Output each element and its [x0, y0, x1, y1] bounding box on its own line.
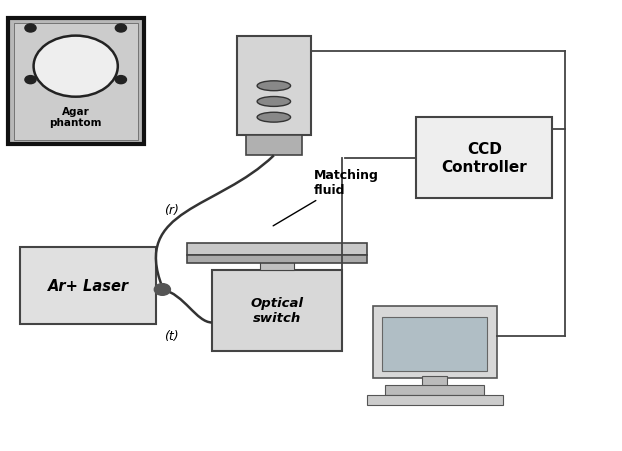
- Text: Agar
phantom: Agar phantom: [49, 106, 102, 128]
- Polygon shape: [187, 256, 367, 263]
- Circle shape: [154, 284, 170, 296]
- Bar: [20, 248, 156, 324]
- Ellipse shape: [257, 113, 290, 123]
- Circle shape: [25, 76, 36, 84]
- Bar: [14, 24, 137, 140]
- Bar: [385, 385, 485, 395]
- Bar: [416, 118, 552, 198]
- Bar: [422, 376, 447, 386]
- Text: CCD
Controller: CCD Controller: [442, 142, 527, 175]
- Text: Optical
switch: Optical switch: [251, 297, 304, 325]
- Circle shape: [25, 25, 36, 33]
- Text: Ar+ Laser: Ar+ Laser: [47, 279, 129, 294]
- Bar: [246, 136, 302, 156]
- Text: (r): (r): [164, 203, 179, 216]
- Polygon shape: [187, 244, 367, 256]
- Bar: [212, 270, 342, 351]
- Bar: [259, 259, 294, 270]
- Bar: [373, 306, 497, 378]
- Circle shape: [115, 76, 126, 84]
- Bar: [367, 395, 503, 405]
- Text: (t): (t): [164, 329, 179, 342]
- Bar: [7, 19, 144, 145]
- Ellipse shape: [257, 97, 290, 107]
- Circle shape: [34, 37, 118, 97]
- Text: Matching
fluid: Matching fluid: [273, 169, 379, 226]
- Bar: [382, 318, 488, 371]
- Circle shape: [115, 25, 126, 33]
- Bar: [237, 37, 311, 136]
- Ellipse shape: [257, 82, 290, 92]
